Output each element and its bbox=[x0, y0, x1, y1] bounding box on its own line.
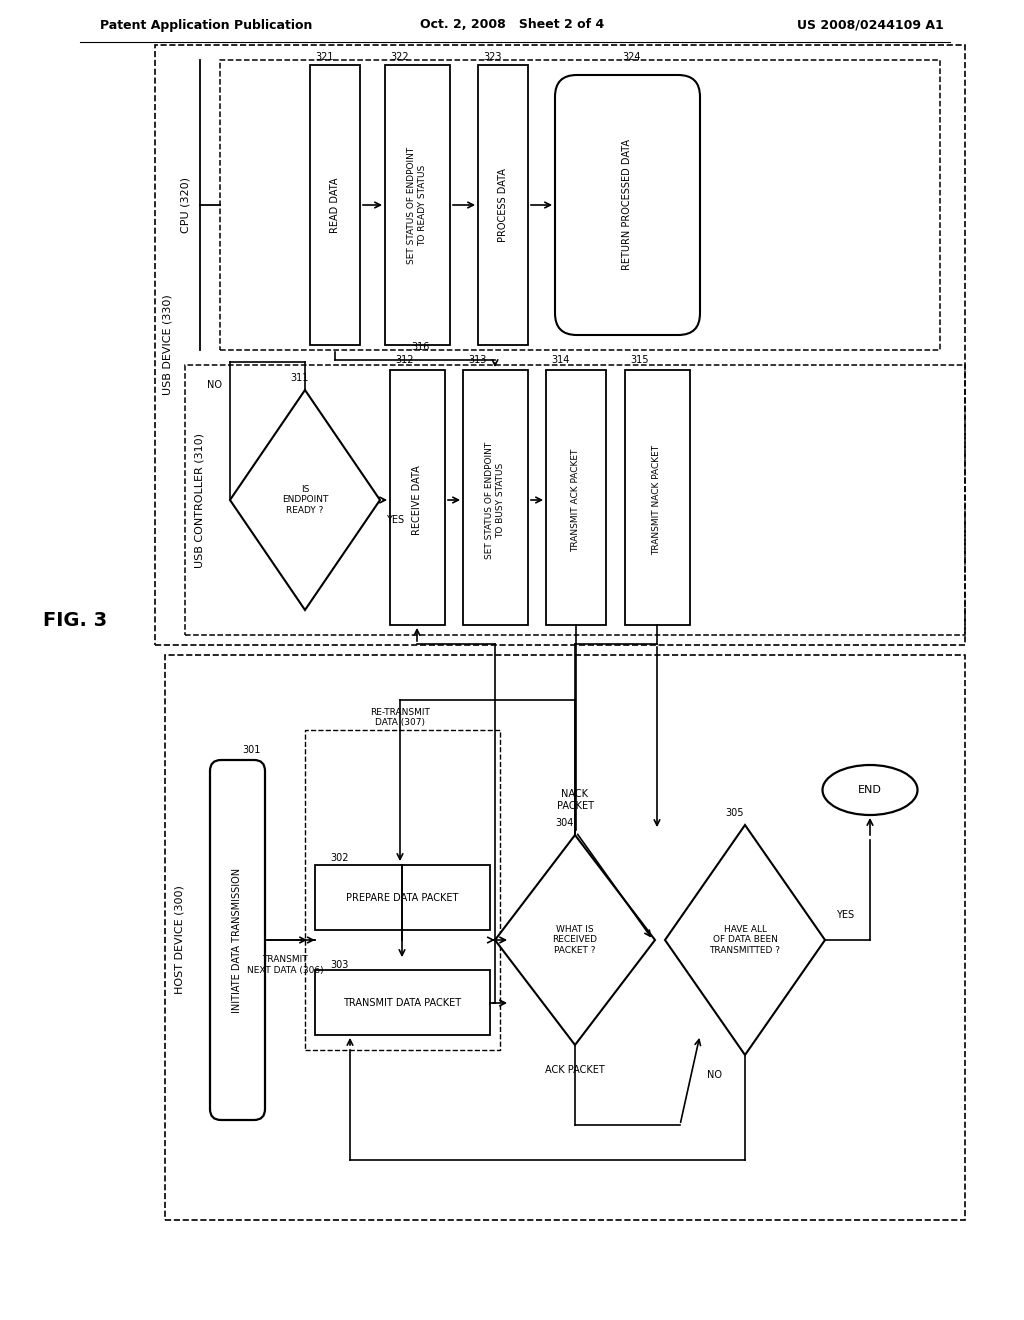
Bar bbox=[315, 865, 490, 931]
Text: CPU (320): CPU (320) bbox=[180, 177, 190, 234]
Text: USB CONTROLLER (310): USB CONTROLLER (310) bbox=[195, 433, 205, 568]
Text: YES: YES bbox=[836, 909, 854, 920]
Text: ACK PACKET: ACK PACKET bbox=[545, 1065, 605, 1074]
Text: 323: 323 bbox=[483, 51, 502, 62]
Text: RE-TRANSMIT
DATA (307): RE-TRANSMIT DATA (307) bbox=[370, 708, 430, 727]
Text: SET STATUS OF ENDPOINT
TO BUSY STATUS: SET STATUS OF ENDPOINT TO BUSY STATUS bbox=[485, 441, 505, 558]
Polygon shape bbox=[665, 825, 825, 1055]
Text: 315: 315 bbox=[630, 355, 648, 366]
Text: IS
ENDPOINT
READY ?: IS ENDPOINT READY ? bbox=[282, 486, 328, 515]
Text: 304: 304 bbox=[555, 818, 573, 828]
Bar bbox=[546, 370, 606, 624]
Text: RECEIVE DATA: RECEIVE DATA bbox=[412, 465, 422, 535]
FancyBboxPatch shape bbox=[555, 75, 700, 335]
Bar bbox=[165, 655, 965, 1220]
Text: 316: 316 bbox=[411, 342, 429, 352]
Text: TRANSMIT NACK PACKET: TRANSMIT NACK PACKET bbox=[652, 445, 662, 556]
Text: 314: 314 bbox=[551, 355, 569, 366]
Text: HOST DEVICE (300): HOST DEVICE (300) bbox=[175, 886, 185, 994]
Text: INITIATE DATA TRANSMISSION: INITIATE DATA TRANSMISSION bbox=[232, 867, 242, 1012]
Text: 324: 324 bbox=[622, 51, 640, 62]
Text: US 2008/0244109 A1: US 2008/0244109 A1 bbox=[797, 18, 943, 32]
Text: NO: NO bbox=[207, 380, 222, 389]
Text: NO: NO bbox=[708, 1071, 723, 1080]
Text: PREPARE DATA PACKET: PREPARE DATA PACKET bbox=[346, 894, 458, 903]
Bar bbox=[463, 370, 528, 624]
Text: SET STATUS OF ENDPOINT
TO READY STATUS: SET STATUS OF ENDPOINT TO READY STATUS bbox=[408, 147, 427, 264]
Bar bbox=[315, 970, 490, 1035]
Text: USB DEVICE (330): USB DEVICE (330) bbox=[163, 294, 173, 396]
Bar bbox=[185, 366, 965, 635]
Text: PROCESS DATA: PROCESS DATA bbox=[498, 168, 508, 242]
Text: NACK
PACKET: NACK PACKET bbox=[556, 789, 594, 810]
Text: Oct. 2, 2008   Sheet 2 of 4: Oct. 2, 2008 Sheet 2 of 4 bbox=[420, 18, 604, 32]
Text: 303: 303 bbox=[330, 960, 348, 970]
Text: 302: 302 bbox=[330, 853, 348, 863]
Text: Patent Application Publication: Patent Application Publication bbox=[100, 18, 312, 32]
Text: YES: YES bbox=[386, 515, 404, 525]
Text: 313: 313 bbox=[468, 355, 486, 366]
Ellipse shape bbox=[822, 766, 918, 814]
Bar bbox=[155, 45, 965, 645]
Bar bbox=[220, 59, 940, 350]
Polygon shape bbox=[495, 836, 655, 1045]
Text: 311: 311 bbox=[290, 374, 308, 383]
Text: 305: 305 bbox=[725, 808, 743, 818]
Text: TRANSMIT
NEXT DATA (306): TRANSMIT NEXT DATA (306) bbox=[247, 956, 324, 974]
Text: TRANSMIT DATA PACKET: TRANSMIT DATA PACKET bbox=[343, 998, 461, 1008]
Text: 321: 321 bbox=[315, 51, 334, 62]
Bar bbox=[625, 370, 690, 624]
Text: 322: 322 bbox=[390, 51, 409, 62]
Text: 301: 301 bbox=[242, 744, 260, 755]
Bar bbox=[310, 65, 360, 345]
Text: HAVE ALL
OF DATA BEEN
TRANSMITTED ?: HAVE ALL OF DATA BEEN TRANSMITTED ? bbox=[710, 925, 780, 954]
Text: END: END bbox=[858, 785, 882, 795]
Text: RETURN PROCESSED DATA: RETURN PROCESSED DATA bbox=[622, 140, 632, 271]
Text: FIG. 3: FIG. 3 bbox=[43, 610, 108, 630]
Bar bbox=[385, 65, 450, 345]
Text: TRANSMIT ACK PACKET: TRANSMIT ACK PACKET bbox=[571, 449, 581, 552]
Bar bbox=[390, 370, 445, 624]
Polygon shape bbox=[230, 389, 380, 610]
Text: READ DATA: READ DATA bbox=[330, 177, 340, 232]
Bar bbox=[478, 65, 528, 345]
Text: WHAT IS
RECEIVED
PACKET ?: WHAT IS RECEIVED PACKET ? bbox=[553, 925, 597, 954]
Text: 312: 312 bbox=[395, 355, 414, 366]
Bar bbox=[305, 730, 500, 1049]
FancyBboxPatch shape bbox=[210, 760, 265, 1119]
